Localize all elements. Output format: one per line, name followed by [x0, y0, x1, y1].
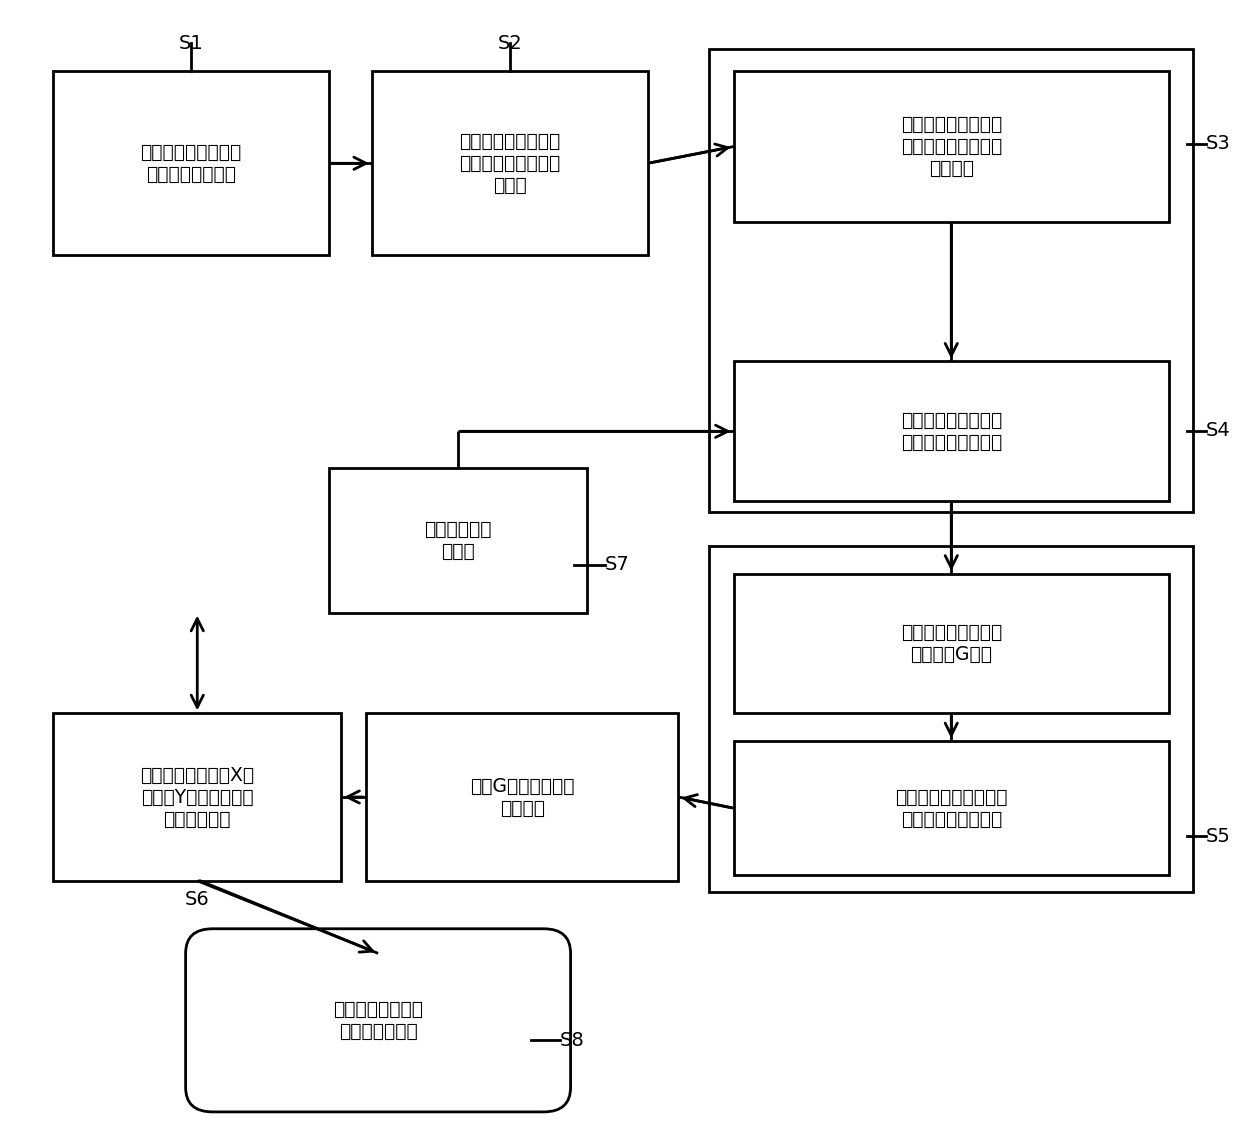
Text: 激光雕刻机通电启动
自动接入云控制端: 激光雕刻机通电启动 自动接入云控制端 [140, 143, 242, 183]
FancyBboxPatch shape [53, 71, 329, 255]
FancyBboxPatch shape [734, 574, 1169, 713]
FancyBboxPatch shape [734, 71, 1169, 222]
Text: S3: S3 [1205, 134, 1230, 153]
Text: 移动智能终端接收
到雕刻完成信息: 移动智能终端接收 到雕刻完成信息 [334, 1000, 423, 1041]
FancyBboxPatch shape [372, 71, 647, 255]
FancyBboxPatch shape [734, 741, 1169, 875]
Text: 激光雕刻机向云控制
端报告负载情况和工
作状态: 激光雕刻机向云控制 端报告负载情况和工 作状态 [459, 132, 560, 195]
Text: 驱动电机分别控制X向
滑道、Y向滑道和激光
雕刻头的滑动: 驱动电机分别控制X向 滑道、Y向滑道和激光 雕刻头的滑动 [140, 765, 254, 828]
FancyBboxPatch shape [734, 361, 1169, 501]
Text: S1: S1 [179, 34, 203, 53]
Text: 负载均衡调度目标激光
雕刻机执行雕刻任务: 负载均衡调度目标激光 雕刻机执行雕刻任务 [895, 788, 1008, 829]
Text: S6: S6 [185, 890, 210, 909]
Text: S8: S8 [559, 1030, 584, 1050]
FancyBboxPatch shape [366, 713, 678, 881]
Text: 移动智能终端向云控
制端提交需雕刻任务: 移动智能终端向云控 制端提交需雕刻任务 [900, 411, 1002, 452]
FancyBboxPatch shape [186, 929, 570, 1112]
Text: 云控制端接收、将图
像转换为G代码: 云控制端接收、将图 像转换为G代码 [900, 623, 1002, 664]
Text: S4: S4 [1205, 421, 1230, 440]
FancyBboxPatch shape [709, 48, 1193, 512]
Text: S2: S2 [497, 34, 522, 53]
FancyBboxPatch shape [329, 468, 587, 613]
Text: 激光雕刻机出
现故障: 激光雕刻机出 现故障 [424, 520, 491, 560]
Text: 移动智能终端连接云
控制端成功后并保持
正常通信: 移动智能终端连接云 控制端成功后并保持 正常通信 [900, 115, 1002, 178]
Text: 接收G代码，解析和
数控插补: 接收G代码，解析和 数控插补 [470, 776, 574, 818]
FancyBboxPatch shape [709, 546, 1193, 892]
Text: S7: S7 [605, 556, 630, 574]
FancyBboxPatch shape [53, 713, 341, 881]
Text: S5: S5 [1205, 827, 1230, 846]
